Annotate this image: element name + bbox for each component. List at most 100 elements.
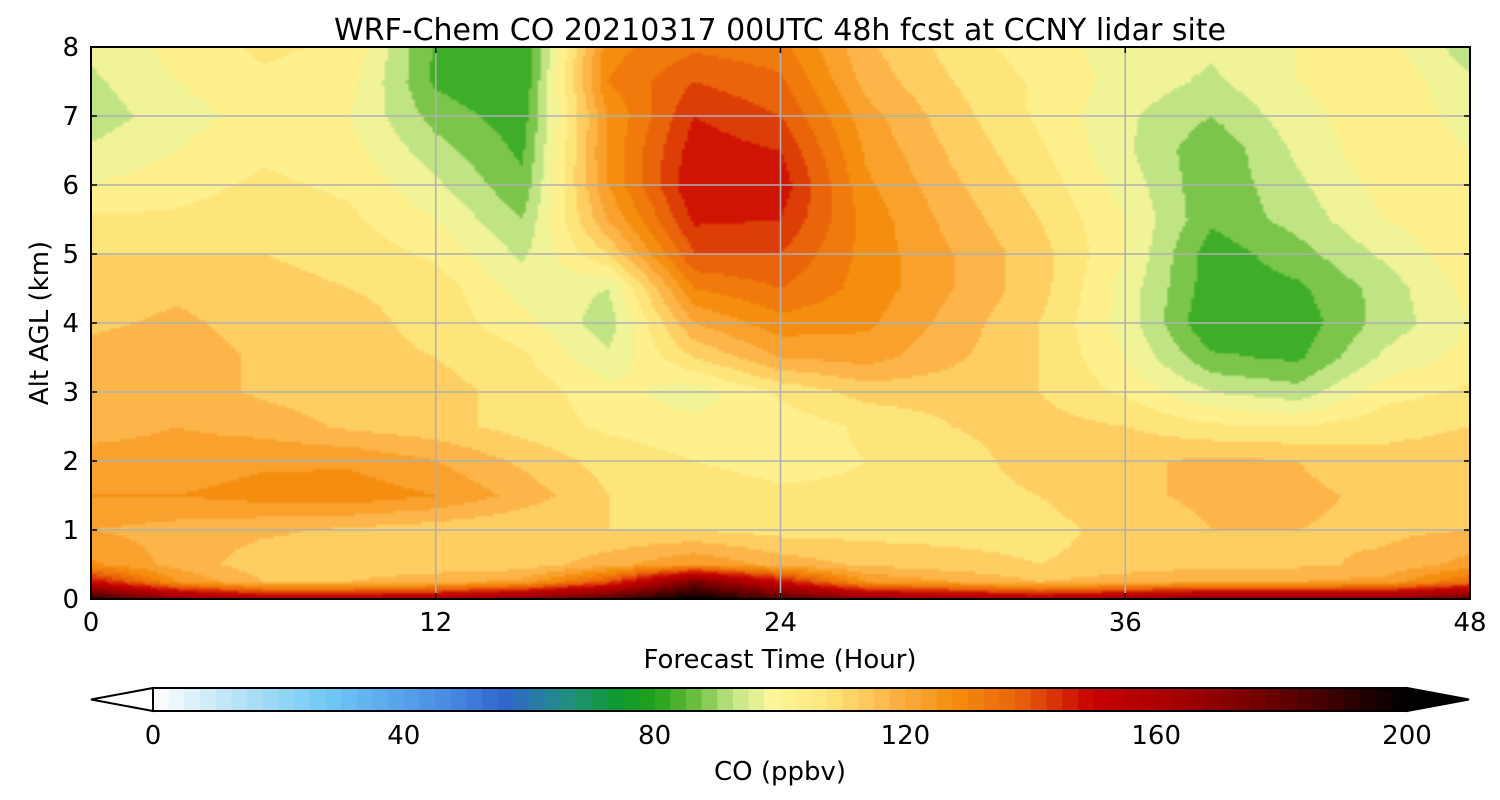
colorbar-swatch (921, 688, 938, 711)
colorbar-swatch (1250, 688, 1267, 711)
colorbar-swatch (670, 688, 687, 711)
y-tick-label: 4 (62, 309, 79, 339)
colorbar-swatch (247, 688, 264, 711)
colorbar-swatch (1297, 688, 1314, 711)
x-tick-label: 12 (419, 608, 452, 638)
heatmap-plot-area (90, 46, 1471, 600)
colorbar-swatch (403, 688, 421, 711)
x-axis-ticks: 0 12 24 36 48 (83, 47, 1487, 638)
colorbar-swatch (215, 688, 232, 711)
colorbar-swatch (1328, 688, 1345, 711)
colorbar-swatch (1062, 688, 1079, 711)
colorbar-swatch (968, 688, 985, 711)
y-tick-label: 1 (62, 516, 79, 546)
colorbar-swatch (184, 688, 201, 711)
colorbar-swatch (936, 688, 954, 711)
colorbar-swatch (419, 688, 436, 711)
colorbar-tick-label: 200 (1382, 721, 1432, 751)
colorbar-tick-label: 40 (387, 721, 420, 751)
colorbar-swatch (278, 688, 295, 711)
colorbar-label: CO (ppbv) (714, 757, 846, 787)
colorbar-swatch (1312, 688, 1330, 711)
colorbar-swatch (1359, 688, 1377, 711)
colorbar-swatch (827, 688, 844, 711)
colorbar-swatch (497, 688, 515, 711)
colorbar-swatch (858, 688, 875, 711)
y-tick-label: 2 (62, 447, 79, 477)
colorbar-swatch (466, 688, 483, 711)
y-tick-label: 3 (62, 378, 79, 408)
chart-title: WRF-Chem CO 20210317 00UTC 48h fcst at C… (334, 13, 1226, 48)
colorbar-swatch (685, 688, 703, 711)
x-tick-label: 36 (1109, 608, 1142, 638)
colorbar-swatch (1030, 688, 1048, 711)
colorbar-swatch (1140, 688, 1157, 711)
colorbar-swatch (325, 688, 342, 711)
colorbar-swatch (200, 688, 217, 711)
colorbar-swatch (262, 688, 279, 711)
colorbar-swatch (1203, 688, 1220, 711)
colorbar-swatch (1109, 688, 1126, 711)
colorbar-swatch (889, 688, 906, 711)
colorbar-swatches (153, 688, 1408, 711)
x-tick-label: 48 (1453, 608, 1486, 638)
colorbar-swatch (1093, 688, 1110, 711)
colorbar-swatch (529, 688, 546, 711)
colorbar-swatch (1156, 688, 1173, 711)
colorbar-swatch (1171, 688, 1189, 711)
colorbar-swatch (482, 688, 499, 711)
colorbar-swatch (153, 688, 170, 711)
y-tick-label: 5 (62, 240, 79, 270)
colorbar-swatch (1375, 688, 1392, 711)
colorbar-tick-label: 160 (1131, 721, 1181, 751)
colorbar-swatch (952, 688, 969, 711)
colorbar-swatch (1391, 688, 1408, 711)
colorbar-swatch (1265, 688, 1283, 711)
colorbar-swatch (811, 688, 828, 711)
colorbar-swatch (732, 688, 750, 711)
colorbar-swatch (983, 688, 1001, 711)
colorbar-swatch (701, 688, 718, 711)
colorbar-swatch (513, 688, 530, 711)
colorbar-swatch (576, 688, 593, 711)
colorbar-swatch (356, 688, 374, 711)
colorbar-swatch (591, 688, 609, 711)
x-axis-label: Forecast Time (Hour) (643, 645, 916, 675)
y-axis-ticks: 0 1 2 3 4 5 6 7 8 (62, 33, 1470, 615)
colorbar-swatch (1281, 688, 1298, 711)
colorbar-swatch (1344, 688, 1361, 711)
colorbar-swatch (1124, 688, 1142, 711)
y-tick-label: 6 (62, 171, 79, 201)
colorbar-swatch (842, 688, 859, 711)
colorbar-swatch (654, 688, 671, 711)
colorbar-swatch (905, 688, 922, 711)
colorbar-swatch (372, 688, 389, 711)
colorbar-swatch (748, 688, 765, 711)
colorbar-swatch (1077, 688, 1095, 711)
colorbar-frame (152, 687, 1408, 712)
colorbar-max-extension-arrow (1406, 686, 1470, 713)
colorbar-swatch (999, 688, 1016, 711)
colorbar-swatch (717, 688, 734, 711)
colorbar-swatch (1046, 688, 1063, 711)
colorbar-swatch (388, 688, 405, 711)
colorbar-swatch (309, 688, 327, 711)
colorbar-swatch (168, 688, 185, 711)
colorbar-swatch (764, 688, 781, 711)
colorbar-swatch (341, 688, 358, 711)
colorbar-tick-label: 80 (638, 721, 671, 751)
colorbar-swatch (623, 688, 640, 711)
y-tick-label: 8 (62, 33, 79, 63)
colorbar-swatch (1218, 688, 1236, 711)
colorbar-swatch (294, 688, 311, 711)
colorbar-swatch (874, 688, 891, 711)
colorbar-swatch (544, 688, 562, 711)
colorbar-ticks: 0 40 80 120 160 200 (145, 721, 1432, 751)
colorbar-tick-label: 120 (881, 721, 931, 751)
colorbar-swatch (231, 688, 248, 711)
colorbar-swatch (1187, 688, 1204, 711)
colorbar-swatch (638, 688, 656, 711)
colorbar: 0 40 80 120 160 200 CO (ppbv) (90, 686, 1470, 787)
x-tick-label: 24 (764, 608, 797, 638)
